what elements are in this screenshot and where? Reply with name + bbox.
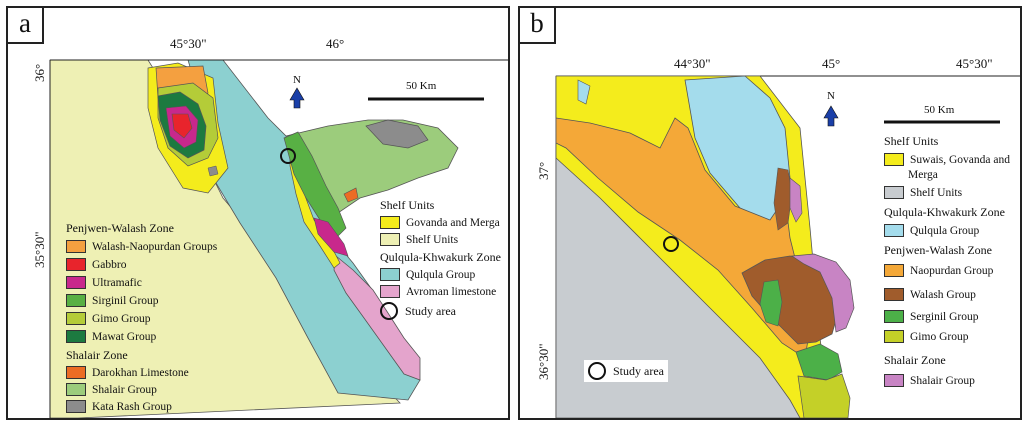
legend-item-continuation: Merga — [908, 169, 938, 181]
north-arrow-icon — [289, 87, 305, 109]
legend-item: Kata Rash Group — [66, 400, 172, 413]
study-area-icon — [588, 362, 606, 380]
qulqula-group-nw — [577, 79, 591, 105]
legend-item: Shelf Units — [884, 186, 962, 199]
shelf-units-region — [555, 157, 801, 418]
darokhan-limestone-region — [343, 187, 359, 203]
longitude-tick-label: 44°30" — [674, 56, 711, 71]
legend-heading: Qulqula-Khwakurk Zone — [380, 250, 501, 264]
sirginil-group-region — [283, 131, 347, 239]
latitude-tick-label: 36°30" — [536, 343, 551, 380]
legend-item: Walash-Naopurdan Groups — [66, 240, 217, 253]
scale-label: 50 Km — [924, 104, 955, 116]
legend-swatch — [66, 383, 86, 396]
north-label: N — [293, 74, 301, 86]
longitude-tick-label: 46° — [326, 36, 345, 51]
legend-item: Serginil Group — [884, 310, 978, 323]
legend-item: Sirginil Group — [66, 294, 159, 307]
legend-swatch — [66, 276, 86, 289]
walash-group-north — [773, 167, 793, 231]
legend-heading: Shelf Units — [380, 198, 435, 212]
latitude-tick-label: 37° — [536, 161, 551, 180]
legend-heading: Qulqula-Khwakurk Zone — [884, 205, 1005, 219]
scale-label: 50 Km — [406, 80, 437, 92]
legend-swatch — [66, 240, 86, 253]
legend-item: Govanda and Merga — [380, 216, 500, 229]
avroman-limestone-region — [333, 255, 421, 381]
study-area-icon — [380, 302, 398, 320]
legend-item: Suwais, Govanda and — [884, 153, 1010, 166]
legend-item: Darokhan Limestone — [66, 366, 189, 379]
legend-swatch — [66, 258, 86, 271]
north-arrow-icon — [823, 105, 839, 127]
legend-item: Walash Group — [884, 288, 976, 301]
legend-swatch — [884, 153, 904, 166]
legend-heading: Penjwen-Walash Zone — [66, 221, 174, 235]
legend-item: Mawat Group — [66, 330, 156, 343]
legend-item: Gimo Group — [884, 330, 968, 343]
legend-swatch — [884, 310, 904, 323]
geologic-map-a — [49, 59, 508, 418]
legend-item: Naopurdan Group — [884, 264, 993, 277]
ultramafic-south-region — [313, 217, 349, 257]
map-panel-a: a 45°30" 46° — [6, 6, 510, 420]
legend-item: Gimo Group — [66, 312, 150, 325]
legend-swatch — [380, 216, 400, 229]
legend-item: Avroman limestone — [380, 285, 496, 298]
longitude-tick-label: 45°30" — [170, 36, 207, 51]
legend-item: Ultramafic — [66, 276, 142, 289]
legend-item: Qulqula Group — [380, 268, 475, 281]
study-area-marker — [663, 236, 679, 252]
gimo-group-region — [797, 373, 851, 418]
legend-item: Shelf Units — [380, 233, 458, 246]
shalair-group-region — [790, 253, 855, 333]
kata-rash-small — [207, 165, 219, 177]
legend-heading: Penjwen-Walash Zone — [884, 243, 992, 257]
panel-label: b — [520, 8, 556, 44]
kata-rash-region — [365, 119, 429, 149]
legend-item: Gabbro — [66, 258, 127, 271]
legend-swatch — [884, 374, 904, 387]
legend-swatch — [380, 285, 400, 298]
gabbro-region — [171, 113, 193, 139]
panel-label: a — [8, 8, 44, 44]
legend-item: Shalair Group — [884, 374, 975, 387]
legend-heading: Shalair Zone — [884, 353, 946, 367]
legend-swatch — [884, 224, 904, 237]
legend-swatch — [884, 288, 904, 301]
legend-swatch — [884, 186, 904, 199]
legend-swatch — [884, 330, 904, 343]
longitude-tick-label: 45°30" — [956, 56, 993, 71]
legend-swatch — [380, 233, 400, 246]
map-panel-b: b 44°30" 45° 45°30" 37° — [518, 6, 1022, 420]
legend-heading: Shalair Zone — [66, 348, 128, 362]
legend-swatch — [884, 264, 904, 277]
longitude-tick-label: 45° — [822, 56, 841, 71]
latitude-tick-label: 35°30" — [32, 231, 47, 268]
legend-swatch — [66, 312, 86, 325]
legend-item: Qulqula Group — [884, 224, 979, 237]
serginil-group-south — [795, 343, 843, 381]
north-label: N — [827, 90, 835, 102]
study-area-legend: Study area — [584, 360, 668, 382]
legend-swatch — [66, 330, 86, 343]
latitude-tick-label: 36° — [32, 63, 47, 82]
study-area-marker — [280, 148, 296, 164]
legend-swatch — [66, 400, 86, 413]
shalair-group-north — [789, 177, 803, 223]
legend-heading: Shelf Units — [884, 134, 939, 148]
serginil-group-region — [759, 279, 783, 327]
legend-swatch — [380, 268, 400, 281]
legend-swatch — [66, 366, 86, 379]
study-area-legend: Study area — [380, 302, 456, 320]
legend-swatch — [66, 294, 86, 307]
legend-item: Shalair Group — [66, 383, 157, 396]
